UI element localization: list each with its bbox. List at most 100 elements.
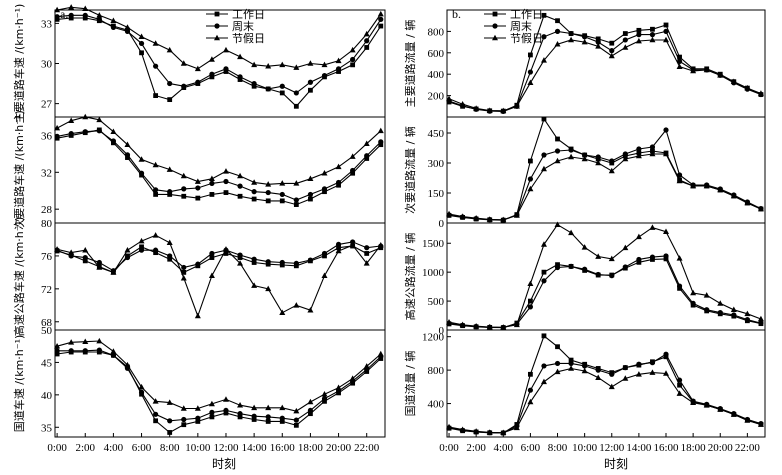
data-point — [540, 241, 547, 247]
data-point — [690, 182, 697, 189]
data-point — [568, 365, 575, 371]
data-point — [209, 180, 215, 186]
data-point — [349, 153, 356, 159]
data-point — [222, 396, 229, 402]
data-point — [335, 247, 342, 254]
data-point — [82, 246, 89, 253]
data-point — [349, 375, 356, 381]
data-point — [364, 156, 370, 161]
data-point — [608, 52, 615, 59]
legend-entry: 周末 — [232, 19, 254, 33]
data-point — [622, 244, 629, 251]
data-point — [279, 61, 286, 68]
data-point — [527, 176, 533, 182]
data-point — [649, 144, 656, 150]
y-tick-label: 68 — [41, 317, 53, 329]
data-point — [676, 283, 683, 289]
data-point — [350, 167, 356, 174]
data-point — [153, 187, 159, 193]
data-point — [717, 406, 724, 412]
data-point — [251, 256, 257, 262]
data-point — [96, 128, 102, 134]
data-point — [251, 417, 257, 422]
panel-tag-b: b. — [452, 7, 461, 21]
y-tick-label: 28 — [41, 204, 53, 216]
plot-frame — [54, 222, 386, 331]
data-point — [676, 390, 683, 396]
data-point — [251, 413, 257, 419]
data-point — [208, 56, 215, 62]
data-point — [595, 159, 602, 166]
data-point — [527, 79, 534, 86]
x-tick-label: 4:00 — [104, 442, 124, 454]
data-point — [568, 360, 574, 367]
x-tick-label: 14:00 — [242, 442, 268, 454]
data-point — [663, 150, 670, 157]
data-point — [663, 22, 669, 28]
data-point — [635, 233, 642, 240]
data-point — [336, 69, 341, 74]
data-point — [513, 103, 520, 109]
data-point — [82, 348, 88, 354]
data-point — [568, 147, 574, 153]
y-tick-label: 30 — [41, 59, 53, 71]
data-point — [209, 250, 215, 257]
legend-marker — [492, 11, 498, 17]
data-point — [110, 348, 117, 354]
data-point — [676, 172, 683, 178]
x-tick-label: 12:00 — [213, 442, 239, 454]
data-point — [124, 141, 131, 147]
data-point — [138, 247, 145, 253]
y-tick-label: 27 — [41, 99, 53, 111]
data-point — [279, 198, 285, 204]
data-point — [608, 383, 615, 390]
series-2 — [446, 253, 764, 331]
data-point — [96, 259, 102, 266]
data-point — [251, 80, 257, 87]
data-point — [54, 14, 60, 20]
data-point — [265, 86, 271, 92]
data-point — [54, 6, 61, 13]
data-point — [293, 202, 299, 207]
y-tick-label: 800 — [428, 365, 445, 377]
data-point — [181, 83, 187, 89]
data-point — [181, 416, 187, 423]
data-point — [223, 190, 229, 195]
data-point — [744, 199, 751, 206]
data-point — [541, 278, 547, 284]
data-point — [181, 193, 187, 199]
data-point — [54, 133, 60, 139]
data-point — [541, 12, 547, 18]
data-point — [194, 178, 201, 184]
data-point — [568, 30, 574, 37]
data-point — [486, 107, 493, 113]
data-point — [265, 181, 272, 187]
data-point — [541, 269, 547, 275]
data-point — [378, 142, 384, 148]
data-point — [138, 170, 145, 176]
data-point — [138, 383, 145, 390]
series-line — [448, 117, 762, 221]
data-point — [540, 57, 547, 63]
data-point — [237, 172, 244, 179]
data-point — [363, 30, 370, 37]
data-point — [125, 155, 130, 160]
data-point — [582, 363, 588, 369]
data-point — [541, 116, 547, 122]
data-point — [153, 247, 159, 253]
data-point — [166, 239, 173, 246]
x-axis-label-left: 时刻 — [212, 457, 236, 471]
series-line — [448, 367, 762, 434]
data-point — [153, 411, 159, 417]
data-point — [181, 264, 187, 271]
data-point — [500, 216, 507, 223]
data-point — [293, 90, 299, 96]
data-point — [68, 249, 75, 255]
data-point — [223, 407, 229, 414]
data-point — [500, 324, 507, 330]
data-point — [265, 414, 271, 420]
data-point — [663, 253, 669, 259]
data-point — [500, 429, 507, 435]
